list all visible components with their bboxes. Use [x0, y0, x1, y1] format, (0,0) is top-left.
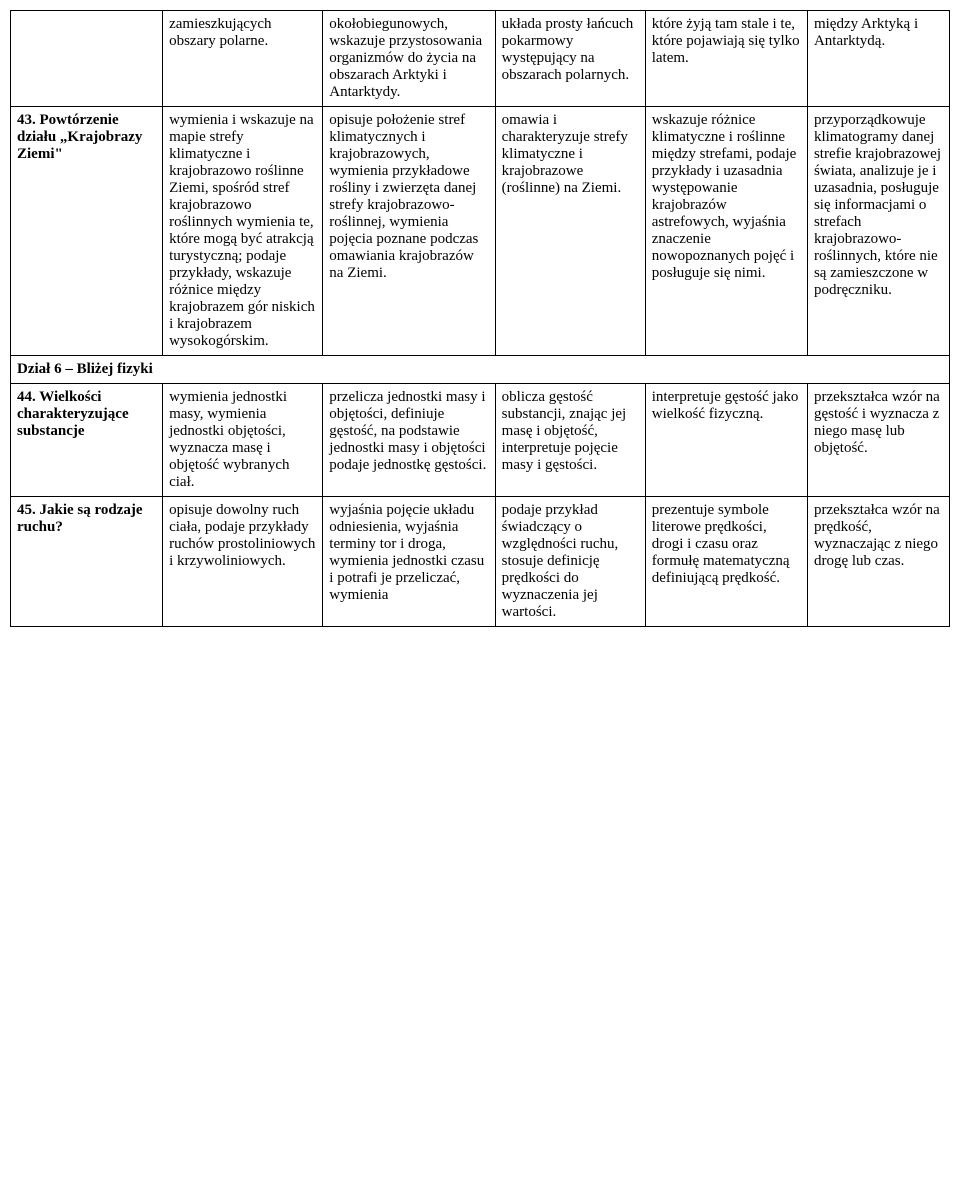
table-row: 45. Jakie są rodzaje ruchu? opisuje dowo… [11, 497, 950, 627]
table-row: zamieszkujących obszary polarne. okołobi… [11, 11, 950, 107]
cell: okołobiegunowych, wskazuje przystosowani… [323, 11, 495, 107]
topic-label: 44. Wielkości charakteryzujące substancj… [17, 389, 129, 439]
cell-topic: 43. Powtórzenie działu „Krajobrazy Ziemi… [11, 107, 163, 356]
cell: prezentuje symbole literowe prędkości, d… [645, 497, 807, 627]
topic-label: 45. Jakie są rodzaje ruchu? [17, 502, 143, 535]
table-row: 43. Powtórzenie działu „Krajobrazy Ziemi… [11, 107, 950, 356]
cell: wymienia jednostki masy, wymienia jednos… [163, 384, 323, 497]
cell: wyjaśnia pojęcie układu odniesienia, wyj… [323, 497, 495, 627]
cell: omawia i charakteryzuje strefy klimatycz… [495, 107, 645, 356]
table-row: 44. Wielkości charakteryzujące substancj… [11, 384, 950, 497]
cell: zamieszkujących obszary polarne. [163, 11, 323, 107]
cell-topic [11, 11, 163, 107]
cell: przekształca wzór na prędkość, wyznaczaj… [807, 497, 949, 627]
cell: przyporządkowuje klimatogramy danej stre… [807, 107, 949, 356]
section-header-row: Dział 6 – Bliżej fizyki [11, 356, 950, 384]
cell: opisuje położenie stref klimatycznych i … [323, 107, 495, 356]
cell: opisuje dowolny ruch ciała, podaje przyk… [163, 497, 323, 627]
cell: wymienia i wskazuje na mapie strefy klim… [163, 107, 323, 356]
cell-topic: 44. Wielkości charakteryzujące substancj… [11, 384, 163, 497]
cell: przelicza jednostki masy i objętości, de… [323, 384, 495, 497]
section-header: Dział 6 – Bliżej fizyki [11, 356, 950, 384]
topic-label: 43. Powtórzenie działu „Krajobrazy Ziemi… [17, 112, 142, 162]
cell-topic: 45. Jakie są rodzaje ruchu? [11, 497, 163, 627]
cell: podaje przykład świadczący o względności… [495, 497, 645, 627]
cell: oblicza gęstość substancji, znając jej m… [495, 384, 645, 497]
cell: układa prosty łańcuch pokarmowy występuj… [495, 11, 645, 107]
cell: między Arktyką i Antarktydą. [807, 11, 949, 107]
cell: które żyją tam stale i te, które pojawia… [645, 11, 807, 107]
criteria-table: zamieszkujących obszary polarne. okołobi… [10, 10, 950, 627]
cell: wskazuje różnice klimatyczne i roślinne … [645, 107, 807, 356]
cell: przekształca wzór na gęstość i wyznacza … [807, 384, 949, 497]
cell: interpretuje gęstość jako wielkość fizyc… [645, 384, 807, 497]
